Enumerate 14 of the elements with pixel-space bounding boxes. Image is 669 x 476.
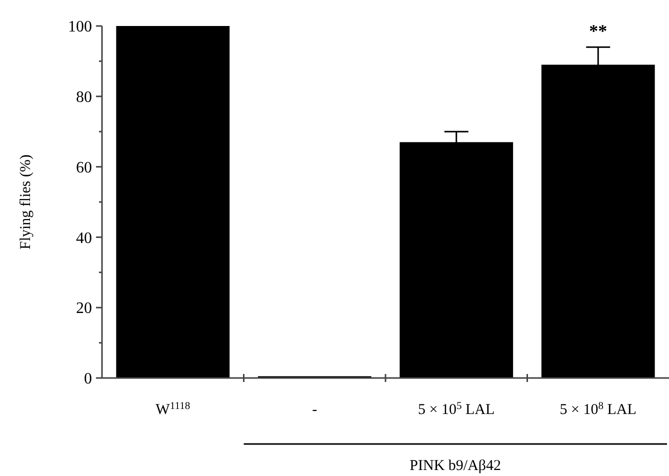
annotation: ** xyxy=(589,21,608,42)
y-tick-label: 60 xyxy=(76,159,92,176)
y-tick-label: 0 xyxy=(84,370,92,388)
x-tick-label: 5 × 10$^{8}$ LAL xyxy=(560,400,636,418)
x-tick-label: 5 × 10$^{5}$ LAL xyxy=(418,400,495,418)
text: PINK b9/Aβ42 xyxy=(410,458,502,474)
y-tick-label: 80 xyxy=(76,89,92,106)
y-tick-label: 20 xyxy=(76,300,92,318)
bar xyxy=(116,26,230,378)
x-tick-label: - xyxy=(312,402,318,418)
y-tick-label: 40 xyxy=(76,230,92,247)
y-axis-title: Flying flies (%) xyxy=(18,154,34,250)
y-tick-label: 100 xyxy=(68,18,92,36)
x-tick-label: W$^{1118}$ xyxy=(156,400,190,418)
